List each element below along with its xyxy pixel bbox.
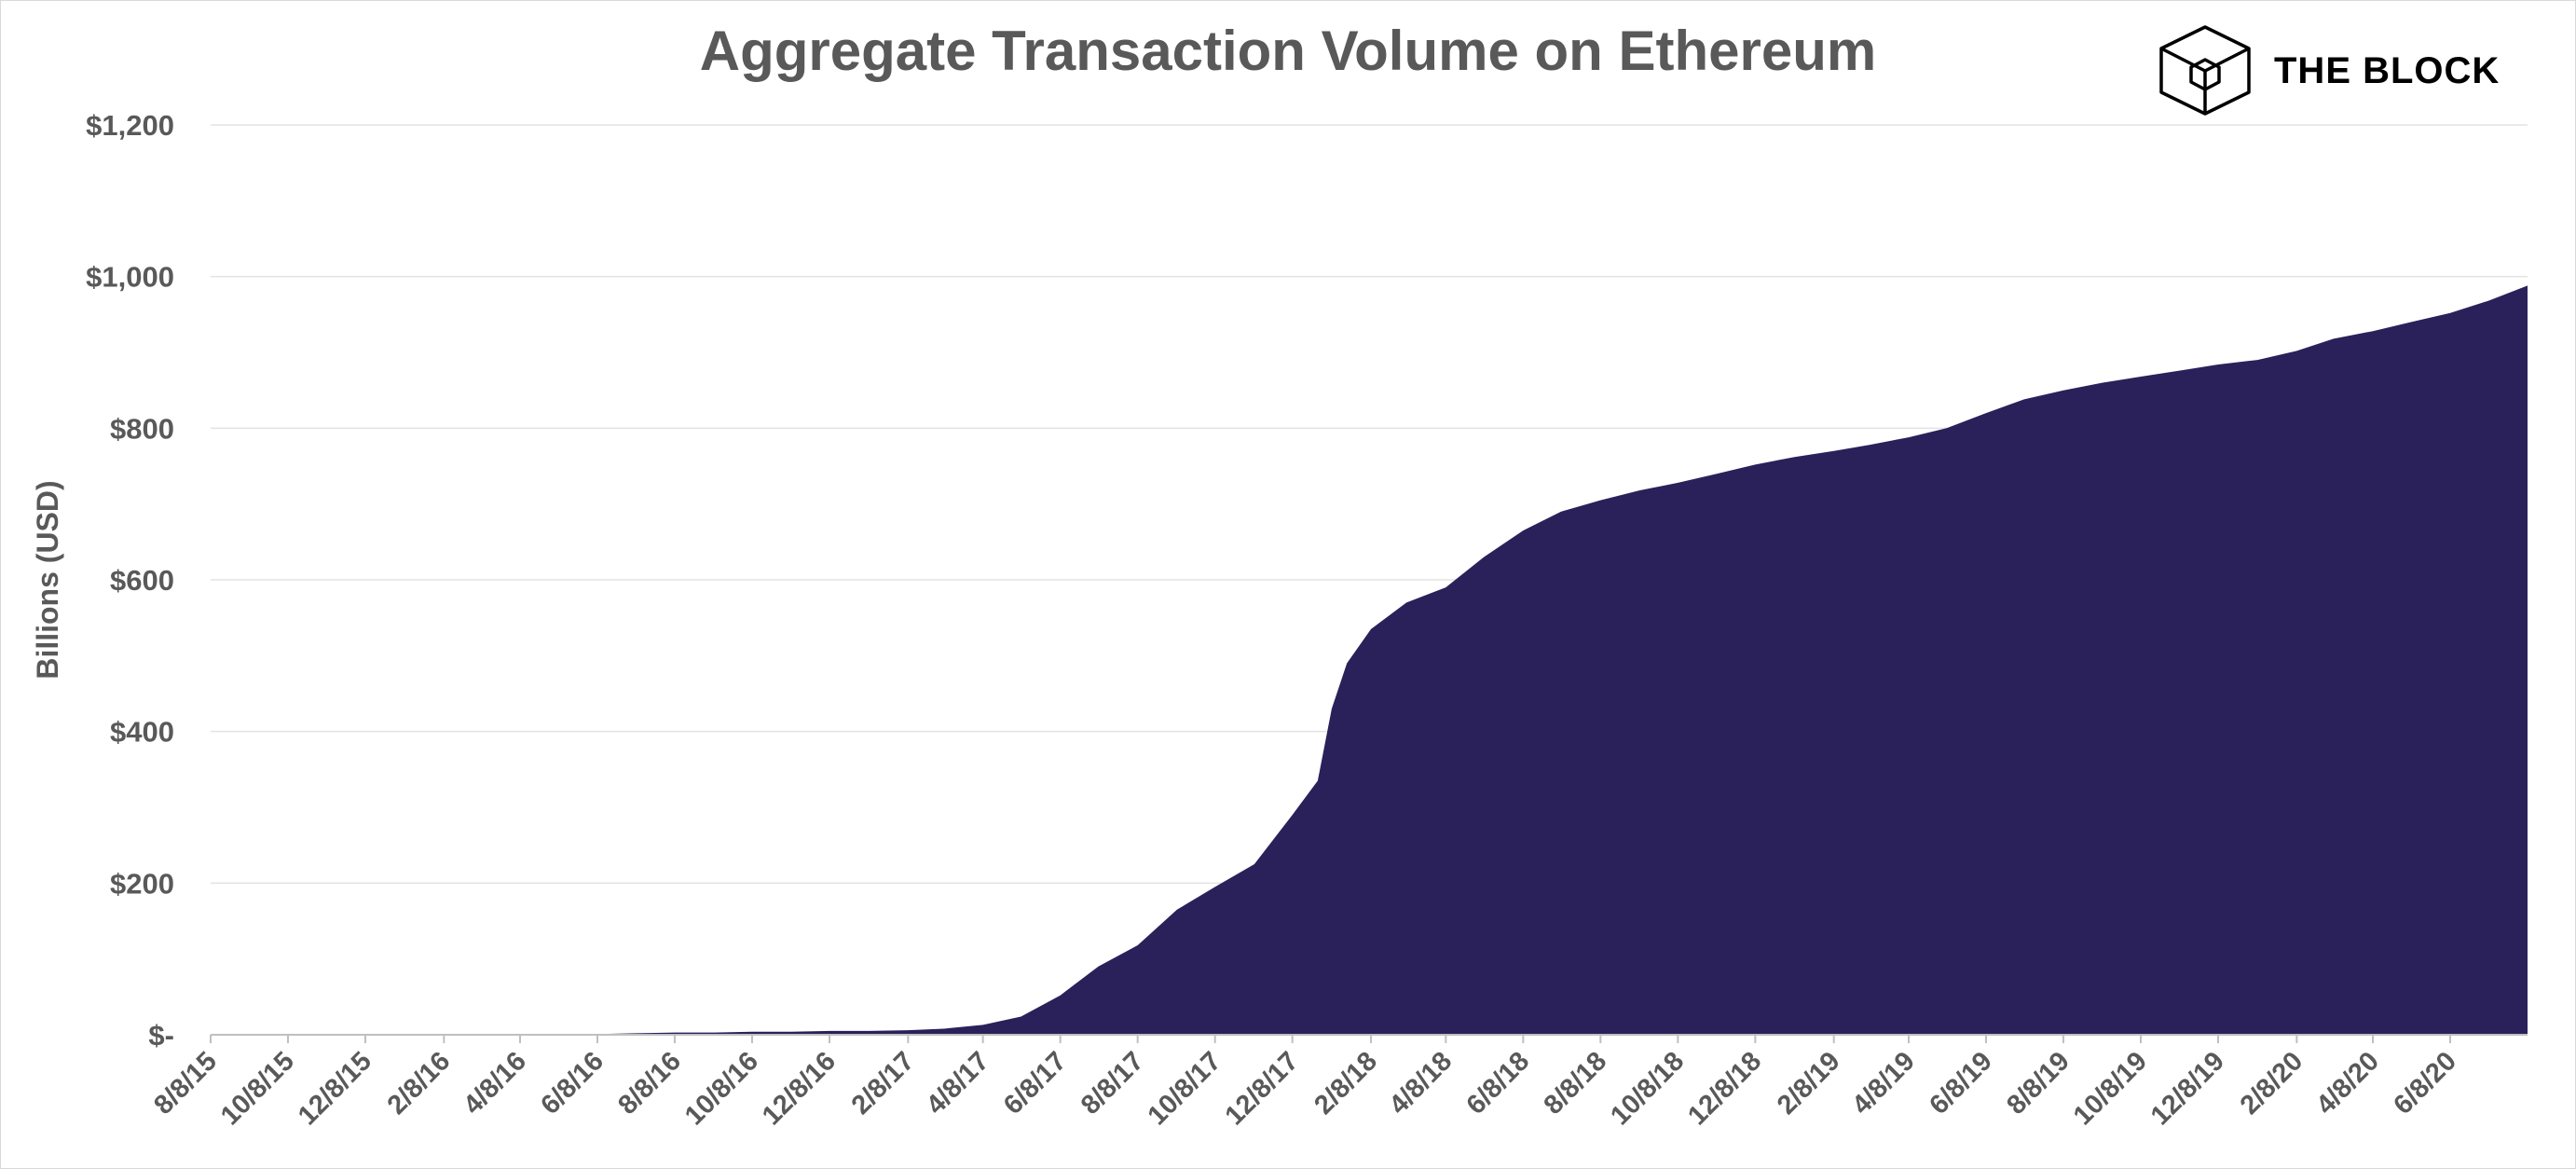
x-tick-label: 8/8/18 (1539, 1046, 1613, 1121)
cube-icon (2159, 25, 2251, 116)
y-axis-label: Billions (USD) (31, 480, 64, 679)
x-tick-label: 10/8/17 (1143, 1046, 1227, 1131)
x-tick-label: 10/8/19 (2068, 1046, 2153, 1131)
y-tick-label: $200 (110, 867, 174, 900)
x-tick-label: 12/8/16 (757, 1046, 842, 1131)
x-tick-label: 12/8/17 (1220, 1046, 1305, 1131)
x-tick-label: 2/8/19 (1772, 1046, 1846, 1121)
x-tick-label: 4/8/17 (921, 1046, 995, 1121)
x-tick-label: 2/8/20 (2235, 1046, 2309, 1121)
area-series (211, 285, 2528, 1035)
x-tick-label: 10/8/15 (215, 1046, 300, 1131)
x-tick-label: 10/8/16 (679, 1046, 764, 1131)
x-tick-label: 8/8/15 (148, 1046, 223, 1121)
x-tick-label: 4/8/20 (2310, 1046, 2385, 1121)
y-tick-label: $1,200 (86, 109, 174, 142)
x-tick-label: 12/8/19 (2145, 1046, 2230, 1131)
y-tick-label: $- (148, 1019, 174, 1052)
x-tick-label: 10/8/18 (1605, 1046, 1690, 1131)
y-tick-label: $1,000 (86, 261, 174, 294)
y-axis-ticks: $- $200 $400 $600 $800 $1,000 $1,200 (86, 109, 174, 1052)
chart-title: Aggregate Transaction Volume on Ethereum (700, 20, 1876, 82)
x-tick-label: 8/8/16 (612, 1046, 687, 1121)
x-tick-label: 4/8/18 (1384, 1046, 1459, 1121)
y-tick-label: $600 (110, 564, 174, 597)
x-tick-label: 8/8/17 (1076, 1046, 1150, 1121)
x-tick-label: 2/8/18 (1309, 1046, 1383, 1121)
x-tick-label: 4/8/16 (458, 1046, 532, 1121)
brand-name: THE BLOCK (2274, 50, 2500, 91)
x-tick-label: 8/8/19 (2001, 1046, 2076, 1121)
y-tick-label: $400 (110, 716, 174, 749)
x-tick-label: 12/8/18 (1682, 1046, 1767, 1131)
x-tick-label: 4/8/19 (1846, 1046, 1921, 1121)
x-tick-label: 6/8/19 (1924, 1046, 1998, 1121)
x-tick-label: 2/8/17 (846, 1046, 921, 1121)
x-tick-label: 6/8/16 (535, 1046, 610, 1121)
x-tick-label: 6/8/18 (1461, 1046, 1536, 1121)
x-tick-label: 2/8/16 (382, 1046, 457, 1121)
area-fill (211, 285, 2528, 1035)
y-tick-label: $800 (110, 412, 174, 445)
x-tick-label: 12/8/15 (293, 1046, 377, 1131)
x-tick-label: 6/8/20 (2388, 1046, 2462, 1121)
brand-logo: THE BLOCK (2159, 25, 2500, 116)
x-tick-label: 6/8/17 (998, 1046, 1073, 1121)
